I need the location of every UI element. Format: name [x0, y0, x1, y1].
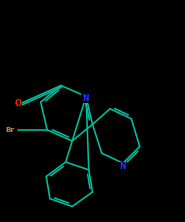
Text: O: O: [14, 99, 21, 108]
Text: Br: Br: [6, 127, 15, 133]
Text: N: N: [119, 163, 125, 171]
Text: N: N: [82, 94, 88, 103]
